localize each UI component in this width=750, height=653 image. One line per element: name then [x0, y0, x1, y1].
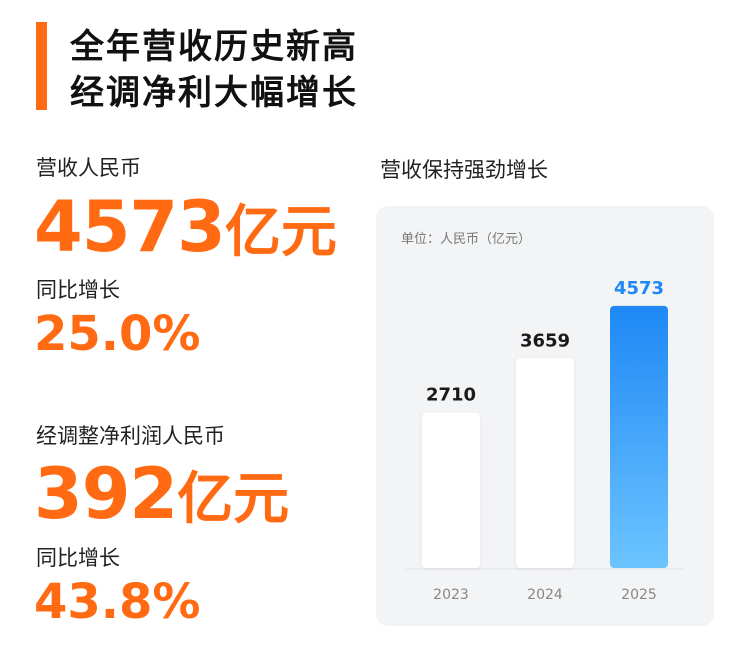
bar-2024 [516, 358, 574, 568]
bar-2023 [422, 412, 480, 568]
bar-value-label-2023: 2710 [426, 385, 476, 406]
headline-line-2: 经调净利大幅增长 [70, 73, 358, 113]
chart-unit-label: 单位：人民币（亿元） [401, 232, 532, 247]
revenue-bar-chart: 2710 2023 3659 2024 4573 2025 [406, 278, 684, 603]
x-tick-label-2025: 2025 [621, 587, 657, 603]
bar-value-label-2025: 4573 [614, 278, 664, 299]
profit-value: 392亿元 [34, 454, 289, 540]
revenue-number: 4573 [34, 186, 226, 268]
revenue-growth-label: 同比增长 [36, 278, 120, 302]
headline-line-1: 全年营收历史新高 [70, 27, 358, 67]
revenue-growth-value: 25.0% [34, 306, 201, 362]
profit-growth-label: 同比增长 [36, 546, 120, 570]
profit-label: 经调整净利润人民币 [36, 424, 225, 448]
bar-value-label-2024: 3659 [520, 330, 570, 351]
revenue-unit: 亿元 [224, 200, 337, 265]
headline: 全年营收历史新高 经调净利大幅增长 [70, 24, 358, 116]
profit-growth-value: 43.8% [34, 574, 201, 630]
chart-title: 营收保持强劲增长 [380, 158, 548, 182]
revenue-label: 营收人民币 [36, 156, 141, 180]
bar-2025 [610, 305, 668, 568]
revenue-value: 4573亿元 [34, 187, 337, 273]
accent-bar [36, 22, 47, 110]
x-tick-label-2024: 2024 [527, 587, 563, 603]
profit-number: 392 [34, 453, 178, 535]
profit-unit: 亿元 [177, 467, 290, 532]
x-tick-label-2023: 2023 [433, 587, 469, 603]
